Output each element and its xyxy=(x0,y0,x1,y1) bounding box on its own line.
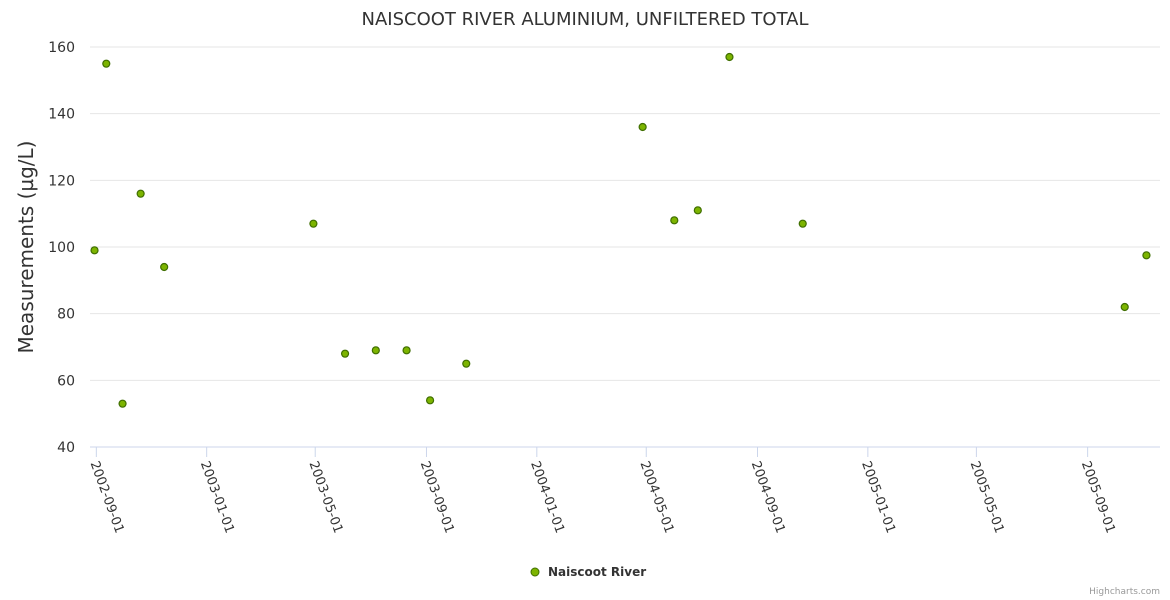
data-point[interactable] xyxy=(725,52,734,62)
legend-marker-icon xyxy=(530,567,540,577)
x-tick-label: 2003-05-01 xyxy=(305,459,345,535)
x-axis-ticks: 2002-09-01 2003-01-01 2003-05-01 2003-09-01… xyxy=(87,447,1118,535)
data-point[interactable] xyxy=(798,219,807,228)
x-tick-label: 2005-09-01 xyxy=(1078,459,1118,535)
y-tick-label: 140 xyxy=(48,107,75,123)
data-point[interactable] xyxy=(118,399,127,408)
data-point[interactable] xyxy=(462,359,471,368)
y-tick-label: 100 xyxy=(48,240,75,256)
data-point[interactable] xyxy=(340,349,350,358)
legend[interactable]: Naiscoot River xyxy=(530,565,646,579)
data-point[interactable] xyxy=(670,216,679,225)
gridlines xyxy=(90,46,1160,381)
data-point[interactable] xyxy=(160,262,169,272)
data-point[interactable] xyxy=(102,59,111,68)
x-tick-label: 2003-09-01 xyxy=(417,459,457,535)
data-point[interactable] xyxy=(1120,302,1129,312)
data-point[interactable] xyxy=(309,219,318,228)
y-tick-label: 60 xyxy=(57,373,75,389)
x-tick-label: 2004-05-01 xyxy=(636,459,676,535)
legend-item-naiscoot-river[interactable]: Naiscoot River xyxy=(548,565,646,579)
data-point[interactable] xyxy=(638,122,647,132)
y-tick-label: 120 xyxy=(48,173,75,189)
x-tick-label: 2003-01-01 xyxy=(197,459,237,535)
data-point[interactable] xyxy=(1142,251,1151,260)
data-point[interactable] xyxy=(693,206,702,215)
x-tick-label: 2002-09-01 xyxy=(87,459,127,535)
x-tick-label: 2005-01-01 xyxy=(858,459,898,535)
data-point[interactable] xyxy=(136,189,145,198)
data-point[interactable] xyxy=(402,346,411,355)
y-tick-label: 80 xyxy=(57,307,75,323)
x-tick-label: 2004-09-01 xyxy=(748,459,788,535)
credits-link[interactable]: Highcharts.com xyxy=(1089,587,1160,597)
y-tick-label: 160 xyxy=(48,40,75,56)
y-tick-label: 40 xyxy=(57,440,75,456)
y-axis-label: Measurements (µg/L) xyxy=(14,141,38,354)
data-point[interactable] xyxy=(425,396,435,405)
chart-title: NAISCOOT RIVER ALUMINIUM, UNFILTERED TOT… xyxy=(361,9,808,30)
data-point[interactable] xyxy=(371,346,380,355)
data-point[interactable] xyxy=(90,246,99,255)
x-tick-label: 2004-01-01 xyxy=(527,459,567,535)
x-tick-label: 2005-05-01 xyxy=(967,459,1007,535)
y-axis-ticks: 40 60 80 100 120 140 160 xyxy=(48,40,75,456)
series-naiscoot-river[interactable] xyxy=(90,52,1151,408)
